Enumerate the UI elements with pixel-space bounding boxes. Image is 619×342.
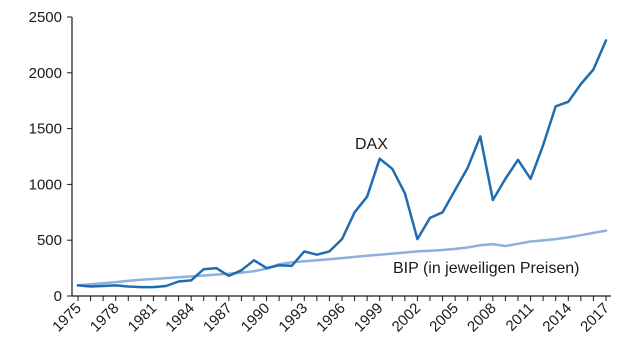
x-tick-label: 2011 [503, 300, 538, 335]
x-tick-label: 1996 [313, 300, 349, 336]
series-line-bip [76, 229, 608, 287]
x-tick-label: 1987 [200, 300, 236, 336]
x-tick-label: 1999 [351, 300, 387, 336]
x-tick-label: 1975 [49, 300, 85, 336]
x-tick-label: 2002 [389, 300, 425, 336]
x-tick-label: 1990 [238, 300, 274, 336]
x-tick-label: 1978 [87, 300, 123, 336]
y-tick-label: 2500 [29, 9, 62, 26]
y-tick-label: 0 [54, 288, 62, 305]
x-tick-label: 1993 [275, 300, 311, 336]
series-label-dax: DAX [355, 136, 388, 153]
y-tick-label: 2000 [29, 65, 62, 82]
series-label-bip: BIP (in jeweiligen Preisen) [393, 260, 579, 277]
x-tick-label: 2017 [577, 300, 613, 336]
x-tick-label: 1984 [162, 300, 198, 336]
y-tick-label: 1000 [29, 176, 62, 193]
x-tick-label: 2008 [464, 300, 500, 336]
x-tick-label: 2014 [539, 300, 575, 336]
x-tick-label: 1981 [125, 300, 161, 336]
x-tick-label: 2005 [426, 300, 462, 336]
y-tick-label: 500 [37, 232, 62, 249]
y-tick-label: 1500 [29, 121, 62, 138]
chart-series [76, 39, 608, 289]
series-line-dax [76, 39, 608, 289]
